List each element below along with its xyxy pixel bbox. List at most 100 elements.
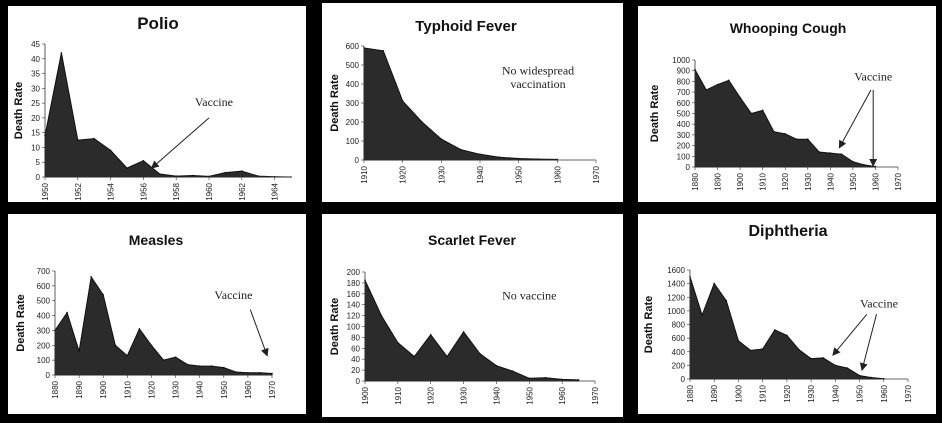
data-point: [462, 331, 465, 333]
data-point: [421, 121, 423, 123]
y-tick-label: 400: [346, 80, 360, 89]
y-tick-label: 40: [351, 355, 360, 364]
data-point: [142, 159, 145, 162]
y-tick-label: 100: [37, 356, 51, 365]
data-point: [479, 153, 481, 156]
data-point: [175, 175, 177, 177]
y-tick-label: 120: [347, 312, 361, 321]
annotation-label: No vaccine: [502, 288, 556, 302]
data-point: [162, 359, 165, 361]
data-point: [784, 133, 786, 135]
y-tick-label: 60: [351, 344, 360, 353]
annotation-arrow: [249, 309, 269, 357]
data-point: [78, 350, 80, 352]
y-tick-label: 900: [677, 67, 691, 76]
y-tick-label: 500: [346, 61, 360, 70]
data-point: [863, 164, 865, 166]
y-tick-label: 800: [677, 77, 691, 86]
data-point: [109, 149, 112, 152]
x-tick-label: 1956: [139, 182, 148, 200]
data-point: [840, 153, 843, 155]
chart-panel-measles: Measles Death Rate 0 100 200 300 400 500 600 700 1…: [8, 214, 306, 414]
y-tick-label: 45: [31, 40, 40, 49]
data-point: [713, 282, 715, 285]
y-tick-label: 500: [37, 297, 51, 306]
y-tick-label: 400: [677, 120, 691, 129]
data-point: [795, 138, 798, 140]
x-tick-label: 1960: [205, 182, 214, 200]
data-point: [818, 151, 820, 153]
data-point: [382, 50, 385, 52]
y-tick-label: 100: [347, 323, 361, 332]
x-tick-label: 1954: [107, 182, 116, 200]
chart-panel-diphtheria: Diphtheria Death Rate 0 200 400 600 800 1000 120…: [638, 214, 936, 414]
data-point: [93, 137, 95, 140]
y-tick-label: 1000: [672, 56, 690, 65]
y-tick-label: 300: [677, 131, 691, 140]
y-tick-label: 160: [347, 290, 361, 299]
x-tick-label: 1920: [783, 384, 792, 402]
annotation-arrow: [150, 117, 210, 169]
x-tick-label: 1920: [399, 165, 408, 183]
x-tick-label: 1930: [804, 172, 813, 190]
x-tick-label: 1900: [361, 386, 370, 404]
data-point: [798, 348, 800, 351]
y-tick-label: 20: [31, 114, 40, 123]
data-point: [459, 148, 462, 151]
x-tick-label: 1940: [831, 384, 840, 402]
chart-panel-scarlet-fever: Scarlet Fever Death Rate 0 20 40 60 80 100 120 14…: [322, 214, 623, 417]
y-tick-label: 0: [36, 173, 41, 182]
data-point: [210, 365, 213, 367]
y-tick-label: 0: [686, 163, 691, 172]
data-point: [761, 348, 764, 350]
data-point: [186, 363, 189, 366]
data-point: [174, 356, 177, 358]
x-tick-label: 1930: [172, 380, 181, 398]
y-tick-label: 400: [37, 312, 51, 321]
series-area: [689, 276, 885, 380]
data-point: [846, 367, 849, 369]
y-tick-label: 200: [672, 361, 686, 370]
data-point: [401, 100, 404, 102]
x-tick-label: 1940: [826, 172, 835, 190]
data-point: [126, 167, 128, 169]
data-point: [495, 364, 498, 367]
x-tick-label: 1900: [736, 172, 745, 190]
chart-title: Measles: [129, 232, 184, 248]
x-tick-label: 1880: [686, 384, 695, 402]
x-tick-label: 1950: [849, 172, 858, 190]
data-point: [413, 355, 416, 358]
data-point: [829, 152, 832, 154]
data-point: [247, 372, 249, 374]
y-tick-label: 600: [346, 42, 360, 51]
y-tick-label: 300: [37, 326, 51, 335]
data-point: [517, 157, 520, 160]
data-point: [479, 353, 481, 355]
x-tick-label: 1970: [592, 165, 601, 183]
x-tick-label: 1970: [904, 384, 913, 402]
chart-title: Diphtheria: [748, 223, 827, 240]
y-tick-label: 200: [346, 118, 360, 127]
data-point: [810, 357, 812, 360]
data-point: [728, 79, 730, 82]
data-point: [725, 299, 728, 302]
data-point: [822, 357, 824, 359]
annotation-label: vaccination: [510, 77, 565, 91]
y-tick-label: 140: [347, 301, 361, 310]
y-tick-label: 1000: [667, 307, 685, 316]
y-tick-label: 20: [351, 366, 360, 375]
data-point: [774, 329, 776, 331]
chart-panel-whooping-cough: Whooping Cough Death Rate 0 100 200 300 400 500…: [638, 6, 936, 202]
x-tick-label: 1964: [271, 182, 280, 200]
data-point: [446, 355, 448, 358]
y-tick-label: 700: [37, 267, 51, 276]
data-point: [870, 376, 873, 379]
series-area: [54, 275, 273, 376]
x-tick-label: 1900: [99, 380, 108, 398]
x-tick-label: 1890: [714, 172, 723, 190]
x-tick-label: 1960: [880, 384, 889, 402]
chart-panel-typhoid-fever: Typhoid Fever Death Rate 0 100 200 300 400 500 6…: [322, 3, 623, 202]
data-point: [191, 174, 194, 177]
chart-title: Whooping Cough: [730, 20, 847, 36]
